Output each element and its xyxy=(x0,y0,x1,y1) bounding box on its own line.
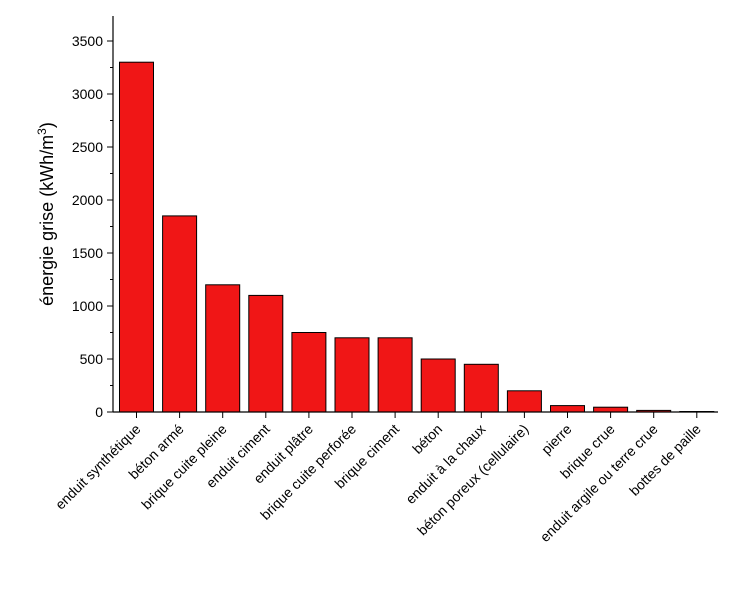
y-tick-label: 2500 xyxy=(72,139,103,155)
y-tick-label: 1000 xyxy=(72,298,103,314)
bar-7 xyxy=(377,337,413,413)
x-tick-label: béton xyxy=(409,421,445,457)
x-tick-label: enduit à la chaux xyxy=(402,421,488,507)
bar-12 xyxy=(593,406,629,413)
y-tick-label: 500 xyxy=(80,351,104,367)
bar-2 xyxy=(162,215,198,413)
y-tick-label: 3000 xyxy=(72,86,103,102)
bar-3 xyxy=(205,284,241,413)
bar-10 xyxy=(506,390,542,413)
bar-4 xyxy=(248,294,284,413)
bar-8 xyxy=(420,358,456,413)
y-tick-label: 2000 xyxy=(72,192,103,208)
y-tick-label: 3500 xyxy=(72,33,103,49)
bar-5 xyxy=(291,332,327,413)
x-tick-label: pierre xyxy=(538,421,575,458)
y-tick-label: 1500 xyxy=(72,245,103,261)
y-ticks-group: 0 500 1000 1500 2000 2500 3000 3500 xyxy=(72,33,113,420)
bar-6 xyxy=(334,337,370,413)
bar-9 xyxy=(463,363,499,413)
bars-group xyxy=(119,61,715,413)
y-tick-label: 0 xyxy=(95,404,103,420)
bar-11 xyxy=(550,405,585,413)
bar-1 xyxy=(119,61,154,413)
y-axis-label: énergie grise (kWh/m3) xyxy=(35,122,57,306)
axes-group xyxy=(112,16,718,413)
